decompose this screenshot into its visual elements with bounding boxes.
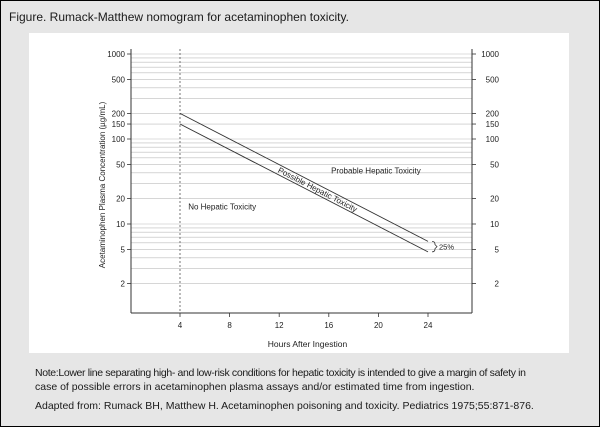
y-axis-label: Acetaminophen Plasma Concentration (µg/m… — [98, 101, 107, 268]
footnote-line-1: Note:Lower line separating high- and low… — [35, 367, 526, 379]
region-label-none: No Hepatic Toxicity — [188, 203, 256, 212]
percent-bracket-label: 25% — [439, 243, 454, 252]
y-tick-label-right: 10 — [490, 220, 499, 229]
footnote: Note:Lower line separating high- and low… — [35, 366, 575, 394]
y-tick-label-right: 200 — [486, 109, 500, 118]
y-tick-label-left: 500 — [112, 76, 126, 85]
footnote-line-2: case of possible errors in acetaminophen… — [35, 381, 475, 393]
x-tick-label: 24 — [424, 321, 433, 330]
y-tick-label-left: 200 — [112, 109, 126, 118]
region-label-probable: Probable Hepatic Toxicity — [331, 167, 421, 176]
y-tick-label-right: 50 — [490, 161, 499, 170]
y-tick-label-left: 150 — [112, 120, 126, 129]
source-citation: Adapted from: Rumack BH, Matthew H. Acet… — [35, 400, 534, 412]
y-tick-label-right: 5 — [495, 246, 500, 255]
x-tick-label: 4 — [178, 321, 183, 330]
y-tick-label-left: 1000 — [107, 50, 125, 59]
x-tick-label: 16 — [324, 321, 333, 330]
figure-title: Figure. Rumack-Matthew nomogram for acet… — [9, 10, 349, 24]
y-tick-label-right: 1000 — [481, 50, 499, 59]
x-tick-label: 20 — [374, 321, 383, 330]
chart-panel: 2 5 10 20 50 100 150 200 500 1000 2 5 10 20 50 100 150 20… — [29, 33, 569, 353]
y-tick-label-right: 150 — [486, 120, 500, 129]
y-tick-label-left: 2 — [121, 279, 126, 288]
x-tick-label: 12 — [275, 321, 284, 330]
y-tick-label-left: 100 — [112, 135, 126, 144]
lower-treatment-line — [179, 123, 429, 253]
x-tick-label: 8 — [227, 321, 232, 330]
percent-bracket — [431, 240, 438, 253]
y-tick-label-right: 20 — [490, 194, 499, 203]
upper-treatment-line — [179, 113, 429, 242]
x-axis-label: Hours After Ingestion — [268, 339, 348, 349]
y-tick-label-left: 50 — [116, 161, 125, 170]
y-tick-label-left: 10 — [116, 220, 125, 229]
y-tick-label-left: 20 — [116, 194, 125, 203]
grid-lines — [131, 53, 472, 284]
y-tick-label-left: 5 — [121, 246, 126, 255]
nomogram-chart: 2 5 10 20 50 100 150 200 500 1000 2 5 10 20 50 100 150 20… — [98, 49, 500, 349]
y-tick-label-right: 100 — [486, 135, 500, 144]
y-tick-label-right: 2 — [495, 279, 500, 288]
y-tick-label-right: 500 — [486, 76, 500, 85]
